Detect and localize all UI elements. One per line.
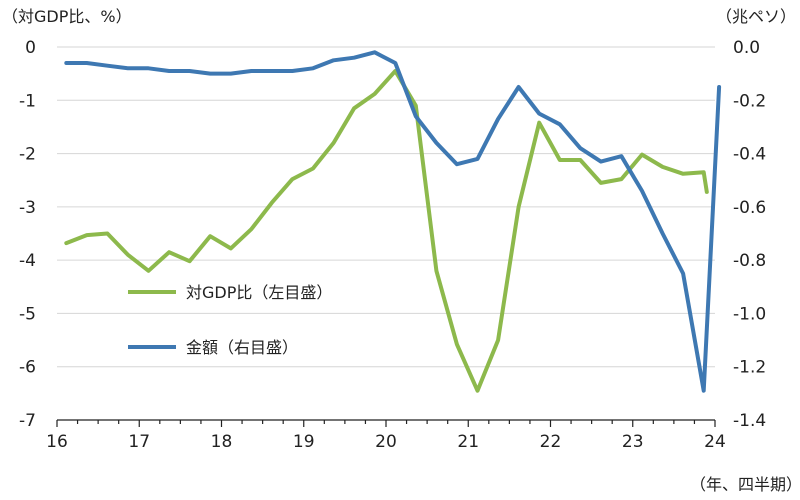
legend-label: 対GDP比（左目盛） [186, 283, 332, 302]
right-axis-unit-label: （兆ペソ） [716, 7, 796, 26]
x-tick-label: 19 [293, 432, 315, 452]
right-tick-label: -0.4 [733, 145, 766, 165]
left-tick-label: 0 [25, 38, 36, 58]
gridlines [57, 46, 715, 368]
left-axis-unit-label: （対GDP比、%） [2, 7, 132, 26]
left-tick-label: -3 [19, 198, 36, 218]
right-tick-label: -1.4 [733, 411, 766, 431]
left-axis-tick-labels: 0 -1 -2 -3 -4 -5 -6 -7 [19, 38, 36, 431]
left-tick-label: -5 [19, 304, 36, 324]
x-tick-label: 23 [622, 432, 644, 452]
series-line-amount [64, 50, 722, 393]
right-tick-label: 0.0 [733, 38, 760, 58]
left-tick-label: -4 [19, 251, 36, 271]
x-tick-label: 20 [375, 432, 397, 452]
x-axis-tick-labels: 16 17 18 19 20 21 22 23 24 [46, 432, 726, 452]
axes [56, 419, 716, 427]
series-lines [64, 50, 722, 393]
right-axis-tick-labels: 0.0 -0.2 -0.4 -0.6 -0.8 -1.0 -1.2 -1.4 [733, 38, 766, 431]
left-tick-label: -7 [19, 411, 36, 431]
series-line-gdp-ratio [64, 69, 709, 393]
x-tick-label: 17 [128, 432, 150, 452]
right-tick-label: -0.6 [733, 198, 766, 218]
x-tick-label: 21 [457, 432, 479, 452]
legend-label: 金額（右目盛） [186, 338, 298, 357]
x-tick-label: 16 [46, 432, 68, 452]
left-tick-label: -1 [19, 91, 36, 111]
x-tick-label: 24 [704, 432, 726, 452]
left-tick-label: -2 [19, 145, 36, 165]
right-tick-label: -1.0 [733, 304, 766, 324]
right-tick-label: -1.2 [733, 358, 766, 378]
right-tick-label: -0.2 [733, 91, 766, 111]
x-axis-unit-label: （年、四半期） [690, 475, 800, 494]
x-tick-label: 22 [540, 432, 562, 452]
left-tick-label: -6 [19, 358, 36, 378]
x-tick-label: 18 [211, 432, 233, 452]
right-tick-label: -0.8 [733, 251, 766, 271]
legend: 対GDP比（左目盛） 金額（右目盛） [128, 283, 332, 357]
